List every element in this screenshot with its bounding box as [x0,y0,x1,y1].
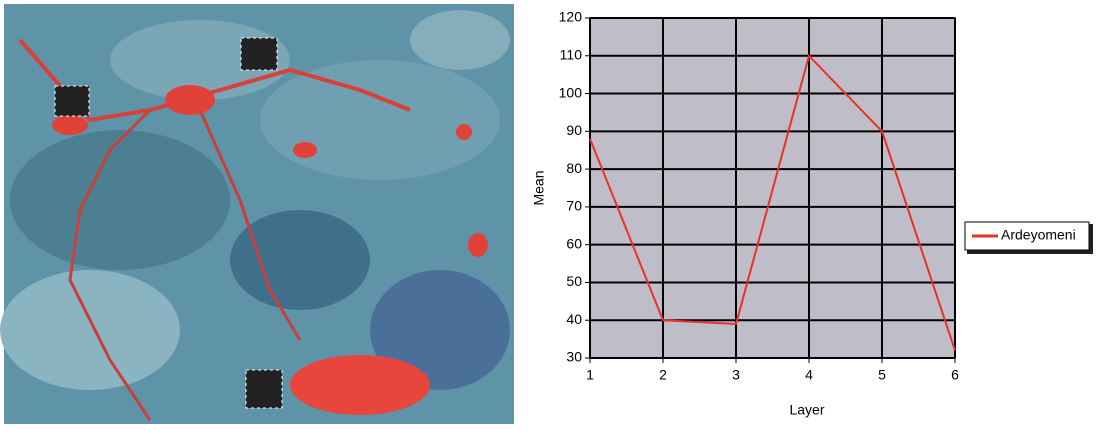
y-axis-label: Mean [531,170,547,205]
y-tick-label: 60 [566,235,582,251]
y-tick-label: 120 [559,9,583,25]
line-series [589,53,956,351]
x-tick-label: 3 [732,367,740,383]
y-tick-label: 30 [566,349,582,365]
y-tick-label: 70 [566,198,582,214]
y-tick-label: 40 [566,311,582,327]
x-tick-label: 6 [951,367,959,383]
y-tick-label: 80 [566,160,582,176]
y-tick-label: 50 [566,273,582,289]
legend: Ardeyomeni [964,221,1093,254]
x-tick-label: 1 [586,367,594,383]
satellite-image [0,4,514,424]
plot-border [589,17,956,359]
x-tick-label: 2 [659,367,667,383]
chart: 30 40 50 60 70 80 90 100 110 120 1 2 3 4 5 6 [559,9,959,383]
y-tick-label: 100 [559,84,583,100]
x-axis-label: Layer [789,402,824,418]
y-tick-label: 110 [560,46,583,62]
legend-label: Ardeyomeni [1001,227,1076,243]
y-tick-label: 90 [566,122,582,138]
x-tick-label: 4 [805,367,813,383]
x-tick-label: 5 [878,367,886,383]
